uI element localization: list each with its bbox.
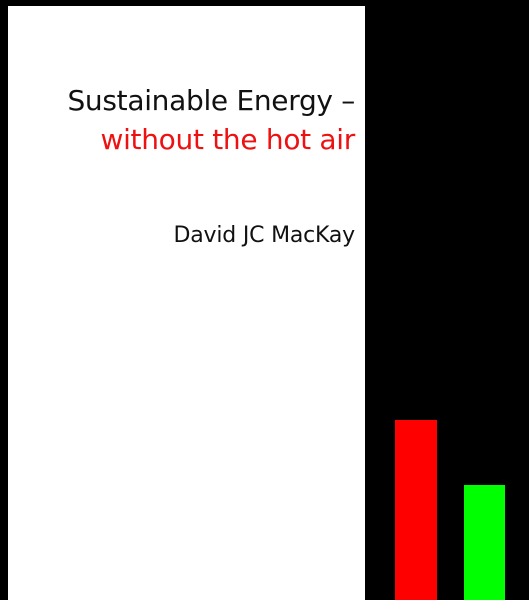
top-border [0, 0, 529, 6]
white-panel [8, 6, 365, 600]
left-border [0, 0, 8, 600]
cover-author: David JC MacKay [173, 223, 356, 248]
green-bar [464, 485, 505, 600]
red-bar [395, 420, 437, 600]
cover-title: Sustainable Energy – [67, 84, 355, 117]
cover-subtitle: without the hot air [100, 123, 355, 156]
